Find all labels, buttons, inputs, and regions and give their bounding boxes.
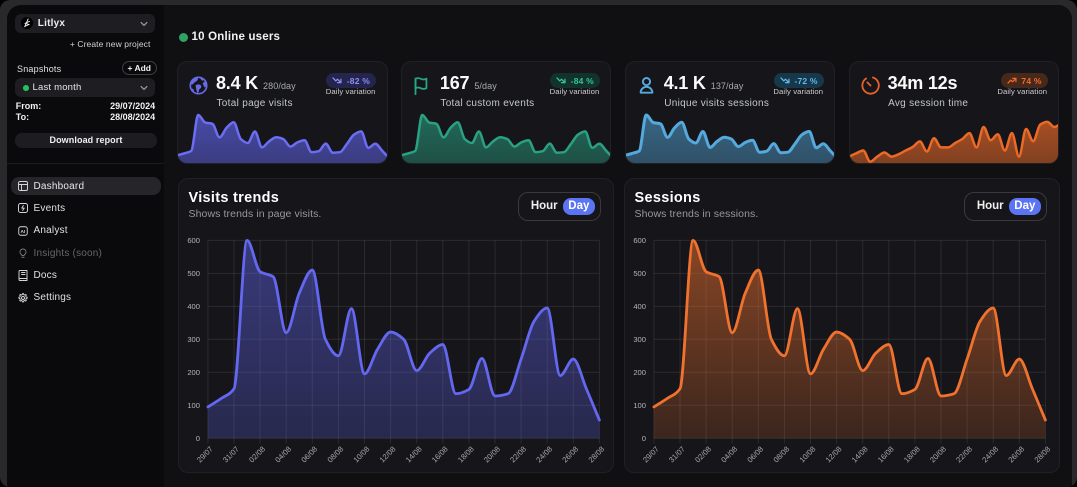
svg-text:20/08: 20/08: [928, 444, 948, 464]
svg-text:200: 200: [633, 367, 646, 376]
svg-text:31/07: 31/07: [221, 444, 241, 464]
svg-text:06/08: 06/08: [745, 444, 765, 464]
svg-text:10/08: 10/08: [351, 444, 371, 464]
svg-text:22/08: 22/08: [508, 444, 528, 464]
svg-text:04/08: 04/08: [273, 444, 293, 464]
svg-text:12/08: 12/08: [823, 444, 843, 464]
svg-text:0: 0: [641, 433, 645, 442]
svg-text:100: 100: [187, 400, 200, 409]
svg-text:14/08: 14/08: [403, 444, 423, 464]
svg-text:400: 400: [633, 301, 646, 310]
svg-text:29/07: 29/07: [195, 444, 215, 464]
svg-text:200: 200: [187, 367, 200, 376]
svg-text:02/08: 02/08: [247, 444, 267, 464]
svg-text:29/07: 29/07: [641, 444, 661, 464]
svg-text:500: 500: [633, 268, 646, 277]
svg-text:500: 500: [187, 268, 200, 277]
svg-text:28/08: 28/08: [1032, 444, 1052, 464]
svg-text:08/08: 08/08: [325, 444, 345, 464]
svg-text:14/08: 14/08: [849, 444, 869, 464]
svg-text:02/08: 02/08: [693, 444, 713, 464]
svg-text:300: 300: [633, 334, 646, 343]
svg-text:28/08: 28/08: [586, 444, 606, 464]
svg-text:26/08: 26/08: [560, 444, 580, 464]
svg-text:16/08: 16/08: [429, 444, 449, 464]
svg-text:400: 400: [187, 301, 200, 310]
svg-text:12/08: 12/08: [377, 444, 397, 464]
svg-text:600: 600: [633, 236, 646, 245]
svg-text:0: 0: [195, 433, 199, 442]
svg-text:20/08: 20/08: [482, 444, 502, 464]
svg-text:300: 300: [187, 334, 200, 343]
svg-text:AI: AI: [21, 228, 26, 234]
svg-text:31/07: 31/07: [667, 444, 687, 464]
svg-text:08/08: 08/08: [771, 444, 791, 464]
svg-text:06/08: 06/08: [299, 444, 319, 464]
svg-text:18/08: 18/08: [902, 444, 922, 464]
svg-text:600: 600: [187, 236, 200, 245]
svg-text:18/08: 18/08: [456, 444, 476, 464]
svg-text:24/08: 24/08: [534, 444, 554, 464]
svg-text:26/08: 26/08: [1006, 444, 1026, 464]
svg-text:22/08: 22/08: [954, 444, 974, 464]
svg-text:16/08: 16/08: [875, 444, 895, 464]
svg-text:24/08: 24/08: [980, 444, 1000, 464]
svg-text:04/08: 04/08: [719, 444, 739, 464]
svg-text:100: 100: [633, 400, 646, 409]
svg-text:10/08: 10/08: [797, 444, 817, 464]
